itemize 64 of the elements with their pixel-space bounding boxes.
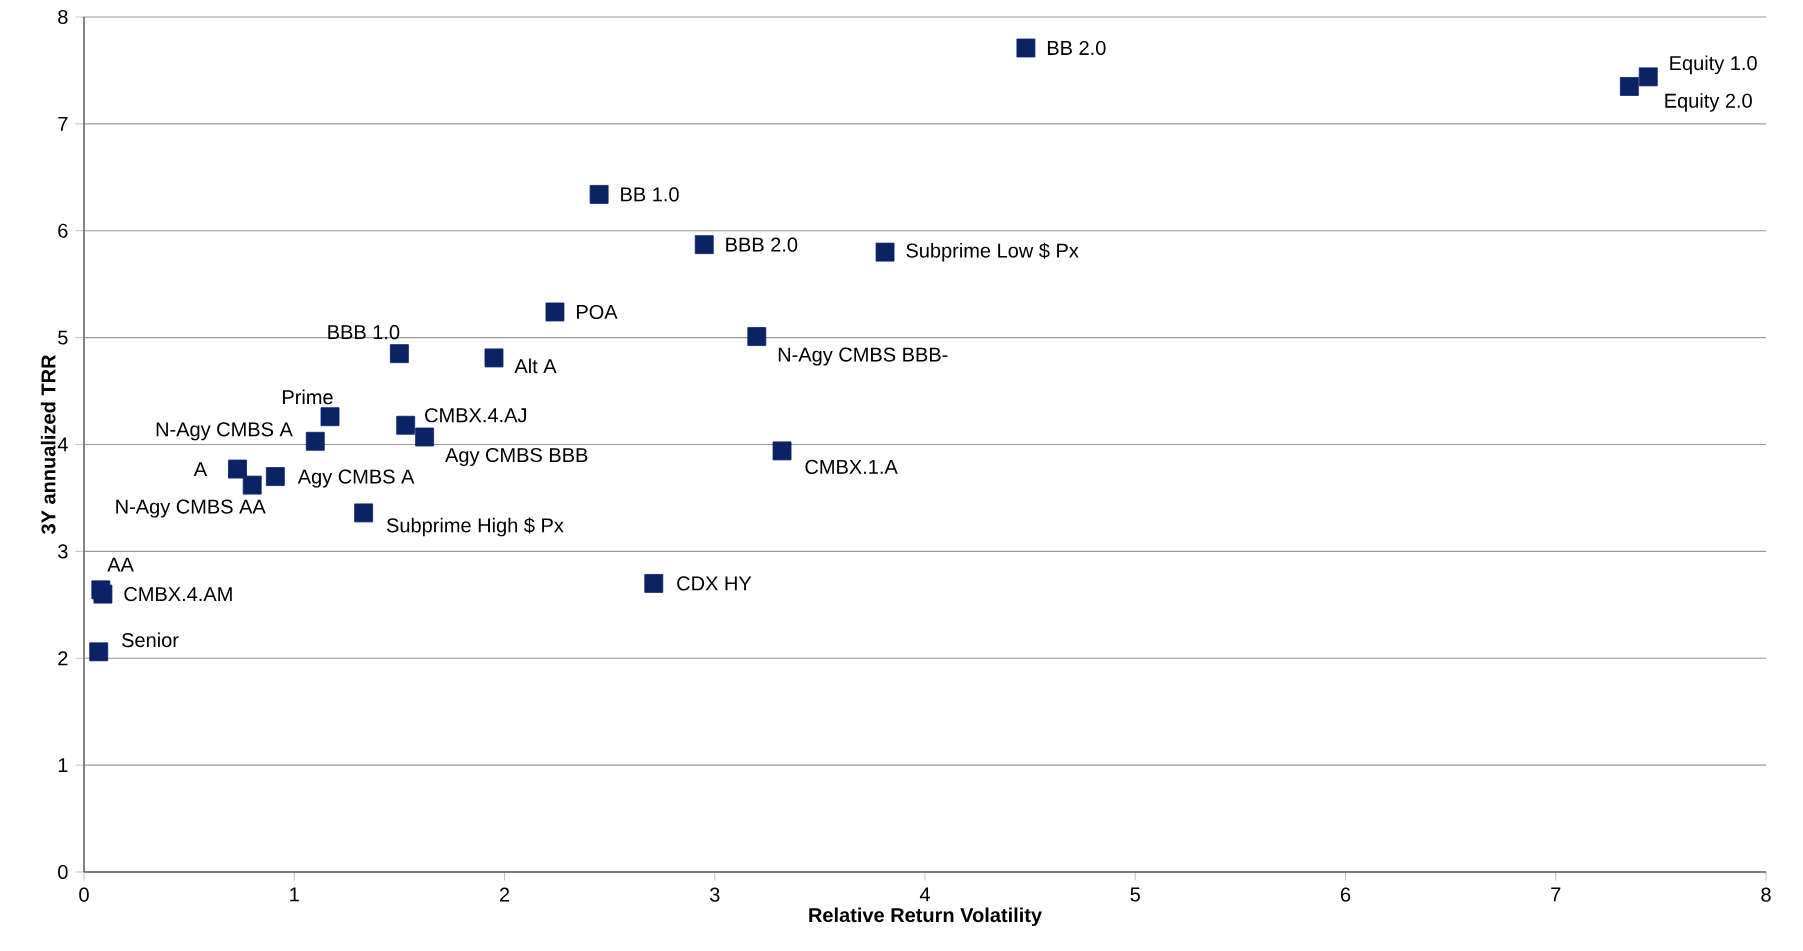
point bbox=[389, 344, 409, 364]
point bbox=[589, 185, 609, 204]
annotation: BBB 1.0 bbox=[328, 325, 400, 340]
annotation: Subprime Low $ Px bbox=[906, 242, 1079, 262]
annotation: POA bbox=[577, 304, 618, 320]
y-tick-label: 5 bbox=[58, 330, 68, 345]
point bbox=[644, 574, 664, 593]
y-tick-label: 4 bbox=[57, 437, 68, 452]
annotation: Subprime High $ Px bbox=[386, 517, 564, 537]
y-axis-title: 3Y annualized TRR bbox=[40, 354, 56, 535]
point bbox=[694, 235, 714, 255]
x-tick-label: 4 bbox=[919, 887, 930, 902]
annotation: Prime bbox=[283, 389, 333, 405]
y-tick-label: 3 bbox=[58, 544, 68, 559]
x-tick-label: 8 bbox=[1761, 887, 1771, 902]
annotation: CMBX.4.AJ bbox=[425, 408, 526, 423]
annotation: Equity 1.0 bbox=[1670, 55, 1757, 75]
point bbox=[305, 431, 325, 451]
y-tick-label: 2 bbox=[58, 651, 68, 666]
point bbox=[1638, 67, 1658, 87]
y-tick-label: 7 bbox=[58, 116, 68, 131]
x-tick-label: 6 bbox=[1340, 887, 1351, 902]
annotation: CMBX.4.AM bbox=[124, 587, 232, 602]
x-tick-label: 2 bbox=[499, 887, 510, 902]
point bbox=[320, 407, 340, 427]
point bbox=[242, 475, 262, 495]
annotation: Senior bbox=[122, 632, 179, 648]
annotation: BB 2.0 bbox=[1047, 40, 1106, 56]
x-tick-label: 3 bbox=[709, 887, 720, 902]
point bbox=[396, 415, 416, 435]
annotation: AA bbox=[107, 557, 134, 572]
annotation: A bbox=[193, 462, 208, 476]
annotation: N-Agy CMBS AA bbox=[116, 499, 266, 518]
annotation: Agy CMBS BBB bbox=[445, 447, 588, 467]
y-tick-label: 1 bbox=[58, 758, 68, 772]
y-tick-label: 0 bbox=[58, 864, 68, 880]
x-tick-label: 7 bbox=[1551, 887, 1561, 902]
point bbox=[747, 327, 767, 346]
point bbox=[484, 348, 504, 368]
x-tick-label: 1 bbox=[290, 887, 299, 902]
annotation: N-Agy CMBS A bbox=[156, 422, 293, 441]
annotation: N-Agy CMBS BBB- bbox=[778, 347, 948, 366]
point bbox=[354, 503, 374, 523]
point bbox=[1016, 38, 1036, 58]
x-tick-label: 5 bbox=[1130, 887, 1140, 902]
point bbox=[1619, 77, 1639, 96]
point bbox=[545, 302, 565, 322]
y-tick-label: 6 bbox=[58, 223, 68, 238]
annotation: Equity 2.0 bbox=[1665, 93, 1752, 112]
y-tick-label: 8 bbox=[58, 9, 68, 25]
annotation: BBB 2.0 bbox=[726, 237, 798, 252]
point bbox=[875, 242, 895, 262]
annotation: Agy CMBS A bbox=[297, 469, 415, 488]
annotation: CDX HY bbox=[677, 576, 752, 591]
point bbox=[89, 642, 109, 662]
point bbox=[772, 441, 792, 461]
annotation: Alt A bbox=[514, 358, 557, 374]
x-axis-title: Relative Return Volatility bbox=[809, 907, 1042, 927]
annotation: CMBX.1.A bbox=[805, 459, 898, 474]
annotation: BB 1.0 bbox=[621, 187, 679, 202]
point bbox=[265, 467, 285, 486]
point bbox=[415, 427, 435, 447]
x-tick-label: 0 bbox=[79, 887, 89, 902]
point bbox=[228, 459, 247, 479]
